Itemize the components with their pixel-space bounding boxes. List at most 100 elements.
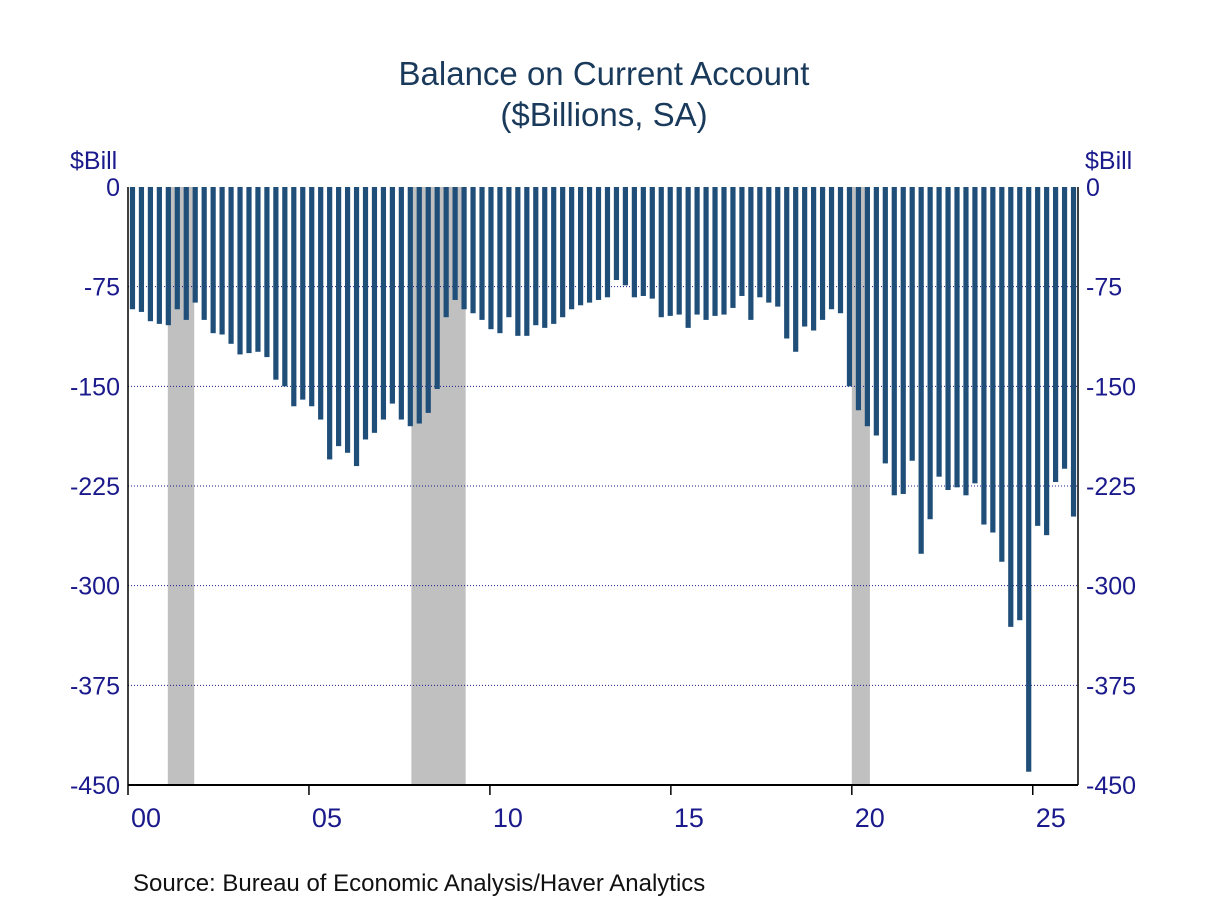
bar [380,187,387,420]
bar [479,187,485,320]
bar [721,187,727,315]
bar [542,187,548,328]
bar [819,187,826,320]
bar [273,187,279,380]
bar [515,187,521,336]
bar [846,187,853,387]
bar [748,187,754,320]
bar [730,187,736,308]
bar [1070,187,1077,517]
bar [344,187,351,453]
bar [407,187,413,427]
x-tick-label: 20 [855,803,885,833]
bar [873,187,879,436]
bar [389,187,395,404]
bar [784,187,790,339]
bar [183,187,189,320]
bar [945,187,951,490]
bar [1008,187,1014,627]
bar [398,187,404,420]
y-tick-label-left: -450 [70,772,120,800]
bar [712,187,718,316]
chart-subtitle: ($Billions, SA) [500,96,708,133]
bar [658,187,664,318]
bar [237,187,243,355]
bar [201,187,207,320]
bar [1017,187,1023,621]
y-tick-label-right: -375 [1086,672,1136,700]
y-tick-label-left: -300 [70,573,120,601]
bar [891,187,897,496]
bar [1026,187,1032,772]
bar [461,187,467,310]
bar [739,187,745,296]
bar [551,187,557,324]
bar [793,187,799,352]
bar [927,187,933,520]
bar [291,187,297,407]
bar [811,187,817,331]
bar [604,187,611,298]
bar [192,187,198,303]
bar [757,187,763,298]
y-tick-label-left: 0 [106,174,120,202]
bar [622,187,629,286]
bar [694,187,700,315]
bar [631,187,637,298]
bar [282,187,288,387]
bar [667,187,673,316]
bar [649,187,655,299]
bar [470,187,476,314]
bar [353,187,360,467]
bar [972,187,978,484]
bar [990,187,996,533]
y-axis-unit-right: $Bill [1085,147,1133,175]
bar [506,187,512,318]
bar [981,187,987,525]
bar [775,187,781,307]
y-tick-label-left: -375 [70,672,120,700]
bar [703,187,709,320]
bar [425,187,431,413]
bar [156,187,162,324]
bar [936,187,942,477]
source-note: Source: Bureau of Economic Analysis/Have… [133,870,706,897]
bar [300,187,306,400]
bar [569,187,575,310]
bar [586,187,593,303]
bar [613,187,620,281]
bar [371,187,378,433]
bar [443,187,449,318]
bar [560,187,566,318]
bar [210,187,216,334]
bar [497,187,503,334]
y-tick-label-left: -225 [70,473,120,501]
bar [882,187,888,464]
bar [1052,187,1059,483]
bar [309,187,315,407]
bar [802,187,808,327]
y-tick-label-right: 0 [1086,174,1100,202]
chart-title: Balance on Current Account [398,55,810,92]
bar [963,187,969,496]
bar [228,187,234,344]
bar [416,187,422,424]
bar [595,187,602,300]
bar [255,187,261,352]
y-tick-label-right: -225 [1086,473,1136,501]
bar [1044,187,1050,536]
bar [174,187,180,310]
bar [828,187,835,310]
bar [129,187,136,310]
bar [524,187,530,336]
bar [327,187,333,460]
x-tick-label: 25 [1036,803,1066,833]
x-tick-label: 10 [493,803,523,833]
bar [336,187,342,447]
bar [147,187,154,322]
bar [954,187,960,488]
bar [1035,187,1041,526]
y-tick-label-right: -450 [1086,772,1136,800]
bar [837,187,844,314]
bar [577,187,584,306]
